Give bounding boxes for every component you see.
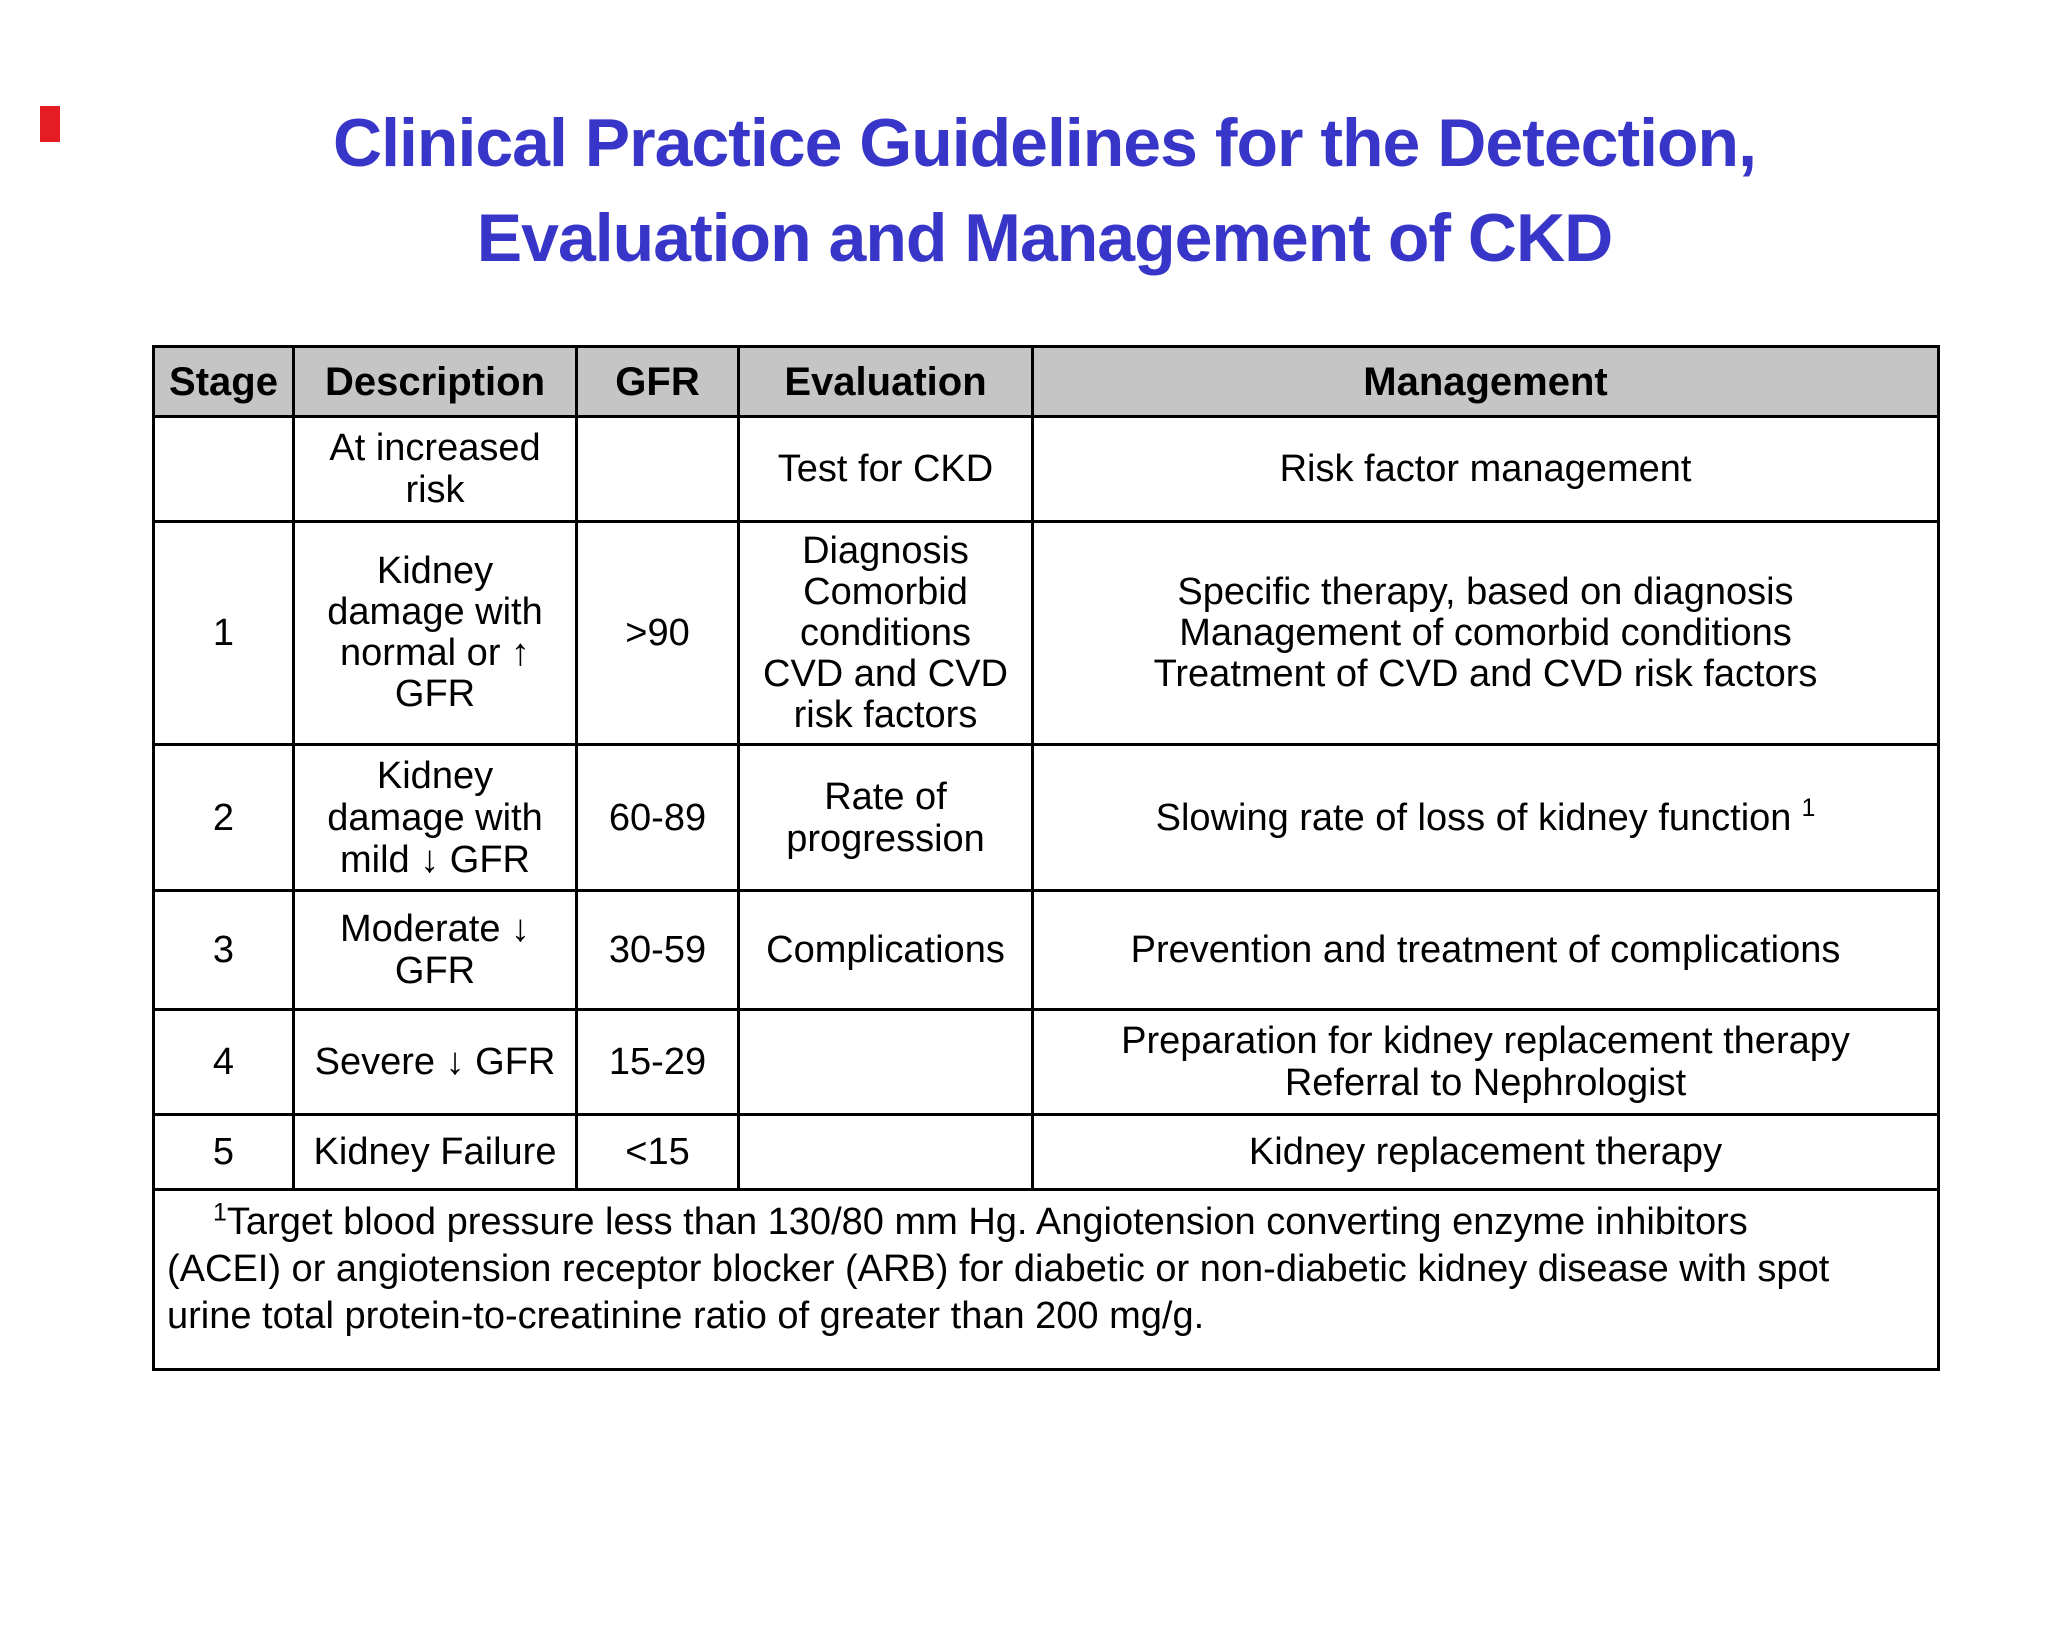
cell-description: Kidney Failure	[292, 1113, 578, 1191]
cell-description: At increased risk	[292, 415, 578, 523]
cell-evaluation: Test for CKD	[737, 415, 1034, 523]
table-row-increased-risk: At increased risk Test for CKD Risk fact…	[152, 415, 1940, 523]
slide-title-line1: Clinical Practice Guidelines for the Det…	[333, 105, 1757, 181]
cell-gfr	[575, 415, 740, 523]
slide-content: Clinical Practice Guidelines for the Det…	[152, 96, 1940, 1371]
cell-management: Slowing rate of loss of kidney function 1	[1031, 743, 1940, 892]
table-row-stage-4: 4 Severe ↓ GFR 15-29 Preparation for kid…	[152, 1008, 1940, 1116]
cell-evaluation: Complications	[737, 889, 1034, 1011]
cell-stage: 3	[152, 889, 295, 1011]
ckd-stages-table: Stage Description GFR Evaluation Managem…	[152, 345, 1940, 1371]
cell-description: Moderate ↓ GFR	[292, 889, 578, 1011]
cell-management: Prevention and treatment of complication…	[1031, 889, 1940, 1011]
cell-stage	[152, 415, 295, 523]
header-stage: Stage	[152, 345, 295, 418]
header-gfr: GFR	[575, 345, 740, 418]
table-row-stage-2: 2 Kidney damage with mild ↓ GFR 60-89 Ra…	[152, 743, 1940, 892]
table-header-row: Stage Description GFR Evaluation Managem…	[152, 345, 1940, 418]
cell-evaluation: Rate of progression	[737, 743, 1034, 892]
header-evaluation: Evaluation	[737, 345, 1034, 418]
table-row-stage-1: 1 Kidney damage with normal or ↑ GFR >90…	[152, 520, 1940, 746]
cell-description: Kidney damage with mild ↓ GFR	[292, 743, 578, 892]
cell-stage: 4	[152, 1008, 295, 1116]
footnote-marker: 1	[213, 1198, 227, 1227]
footnote-reference-mark: 1	[1801, 793, 1816, 822]
table-row-stage-3: 3 Moderate ↓ GFR 30-59 Complications Pre…	[152, 889, 1940, 1011]
cell-gfr: >90	[575, 520, 740, 746]
header-management: Management	[1031, 345, 1940, 418]
cell-management: Kidney replacement therapy	[1031, 1113, 1940, 1191]
cell-management: Risk factor management	[1031, 415, 1940, 523]
table-footnote: 1Target blood pressure less than 130/80 …	[152, 1188, 1940, 1371]
cell-description: Kidney damage with normal or ↑ GFR	[292, 520, 578, 746]
cell-evaluation: Diagnosis Comorbid conditions CVD and CV…	[737, 520, 1034, 746]
cell-description: Severe ↓ GFR	[292, 1008, 578, 1116]
table-row-stage-5: 5 Kidney Failure <15 Kidney replacement …	[152, 1113, 1940, 1191]
cell-stage: 5	[152, 1113, 295, 1191]
management-text: Slowing rate of loss of kidney function	[1155, 796, 1792, 839]
cell-gfr: 15-29	[575, 1008, 740, 1116]
cell-gfr: 30-59	[575, 889, 740, 1011]
cell-evaluation	[737, 1008, 1034, 1116]
cell-gfr: <15	[575, 1113, 740, 1191]
slide-title: Clinical Practice Guidelines for the Det…	[152, 96, 1937, 286]
cell-evaluation	[737, 1113, 1034, 1191]
footnote-text: Target blood pressure less than 130/80 m…	[167, 1201, 1830, 1337]
table-footnote-row: 1Target blood pressure less than 130/80 …	[152, 1188, 1940, 1371]
red-pen-mark	[40, 106, 60, 142]
cell-management: Preparation for kidney replacement thera…	[1031, 1008, 1940, 1116]
slide-title-line2: Evaluation and Management of CKD	[476, 200, 1613, 276]
cell-stage: 2	[152, 743, 295, 892]
cell-stage: 1	[152, 520, 295, 746]
cell-management: Specific therapy, based on diagnosis Man…	[1031, 520, 1940, 746]
cell-gfr: 60-89	[575, 743, 740, 892]
header-description: Description	[292, 345, 578, 418]
